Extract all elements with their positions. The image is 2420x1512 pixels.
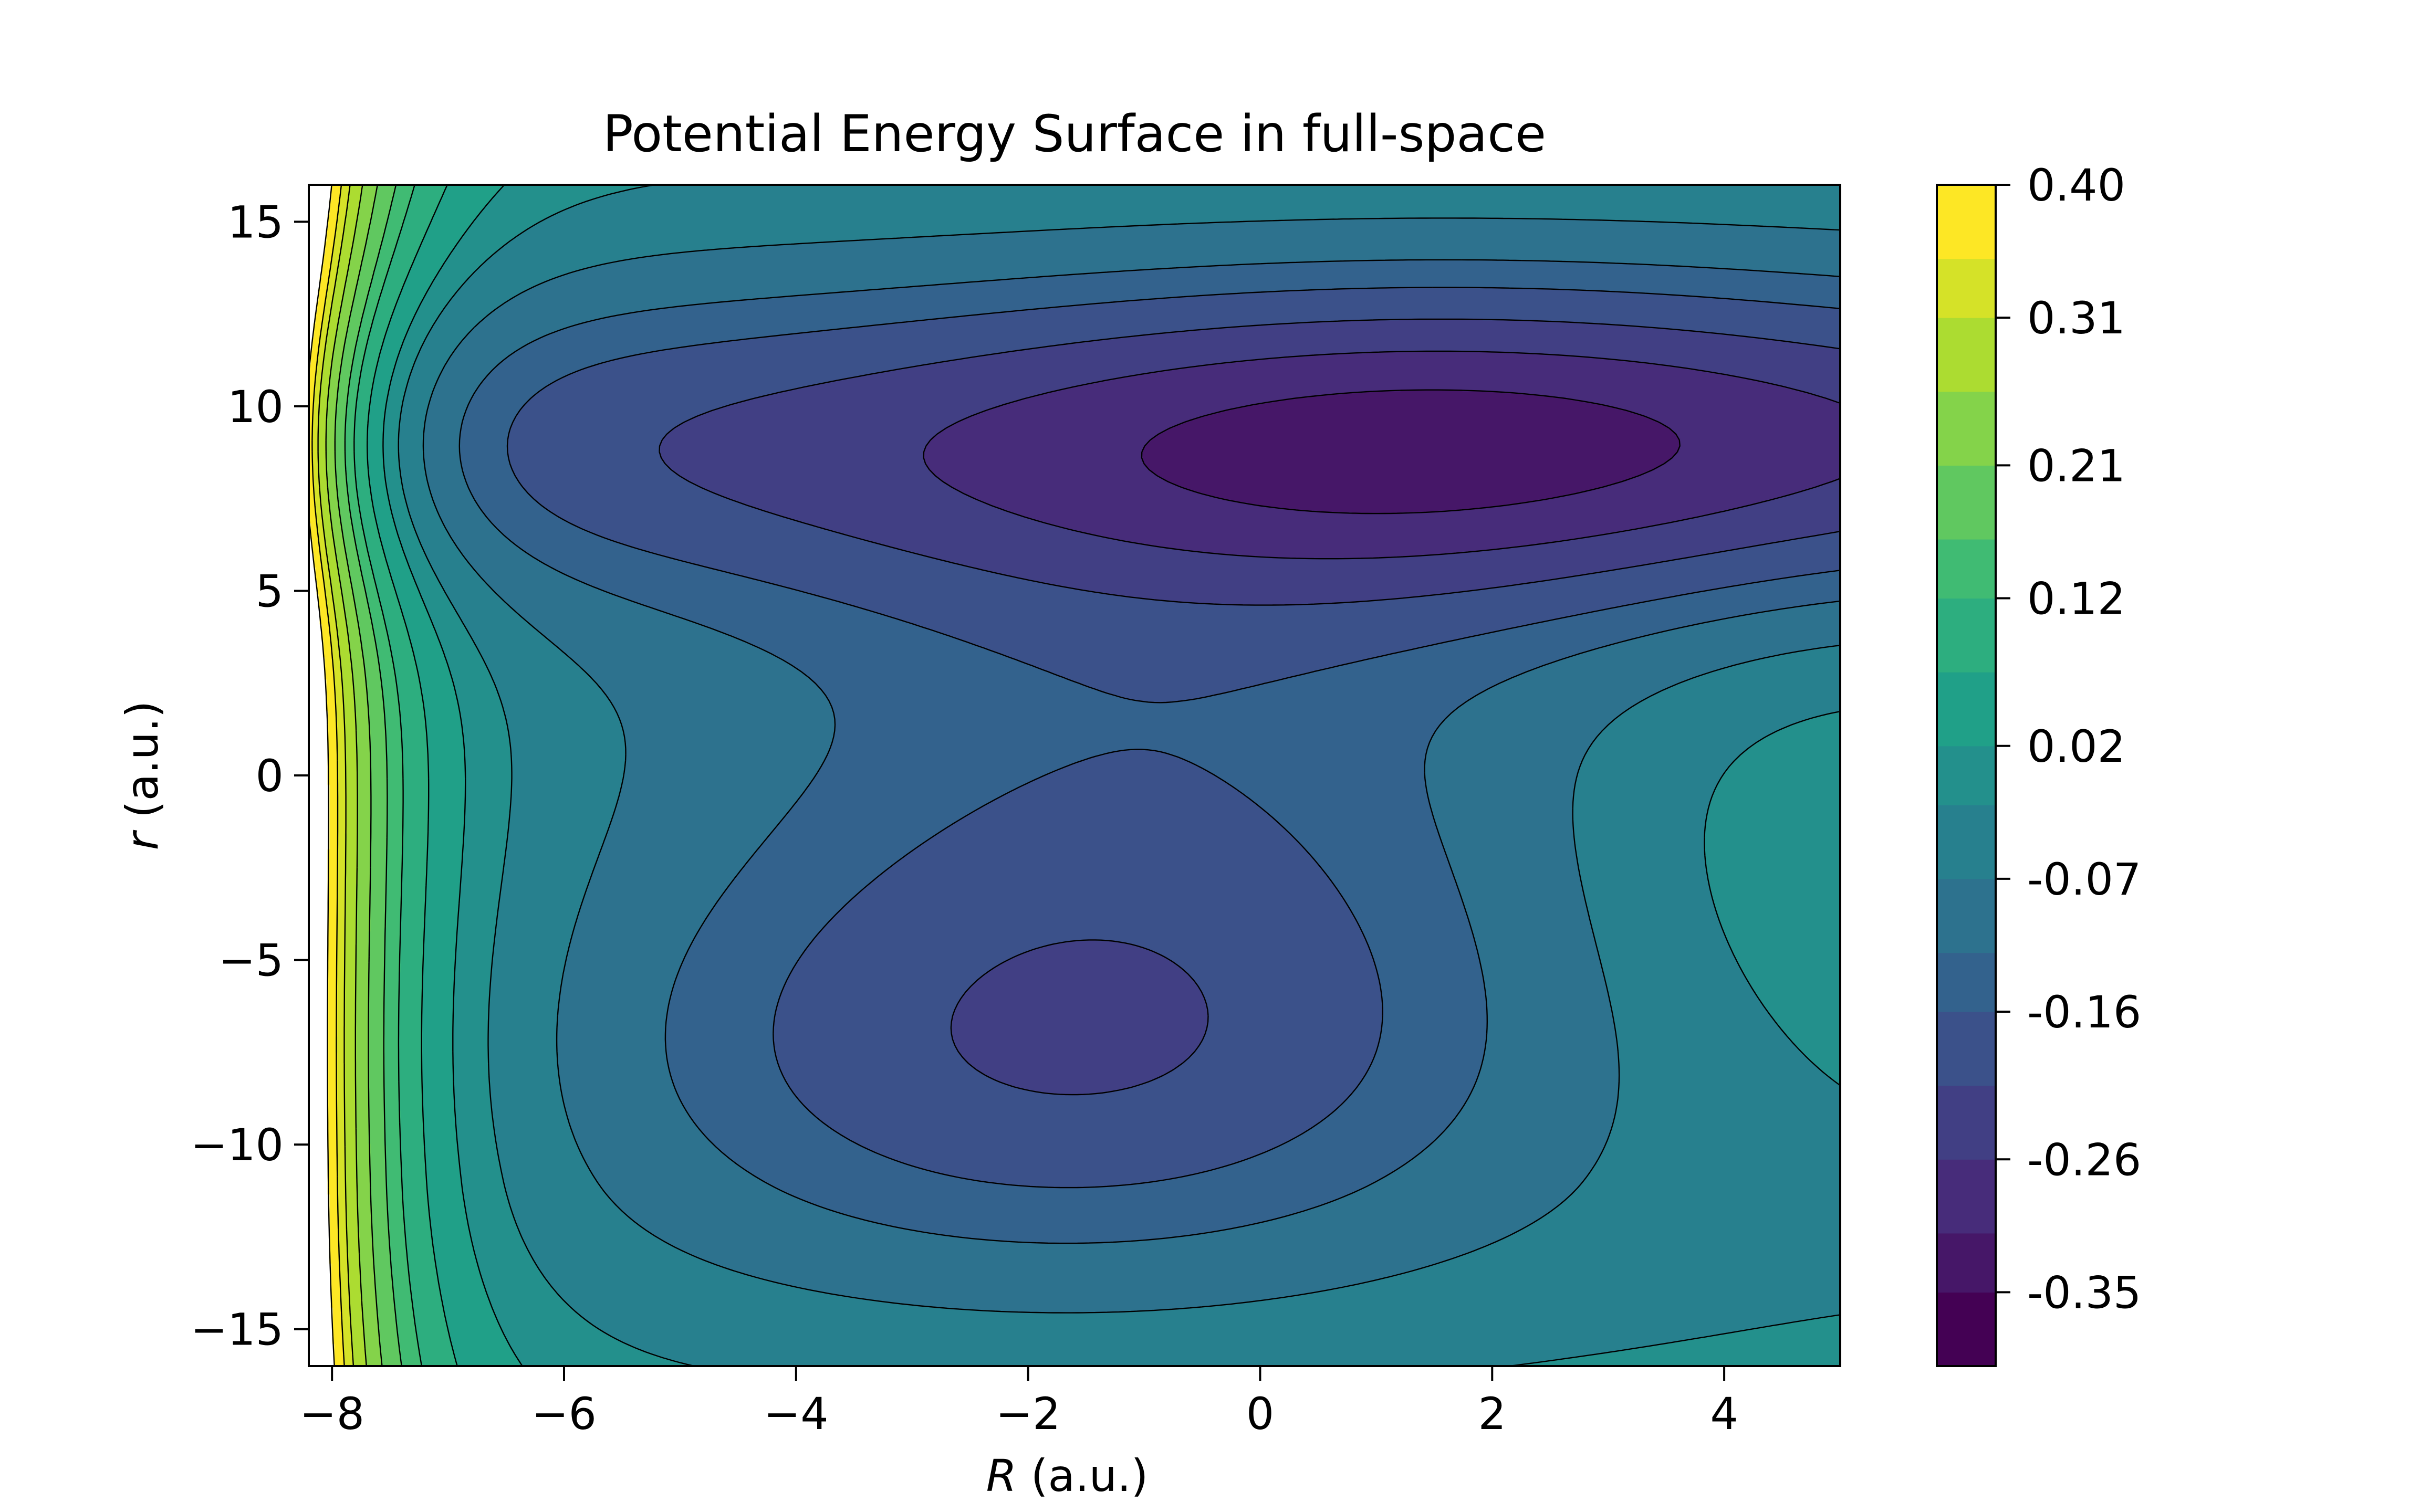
colorbar-tick-label: 0.21 xyxy=(2027,440,2125,491)
x-tick-label: 4 xyxy=(1710,1388,1738,1440)
colorbar-band xyxy=(1937,598,1996,673)
colorbar-band xyxy=(1937,1012,1996,1086)
colorbar-band xyxy=(1937,672,1996,747)
colorbar-frame xyxy=(1936,184,1997,1367)
colorbar-band xyxy=(1937,465,1996,540)
contour-line-10 xyxy=(367,185,458,1366)
x-tick-label: −4 xyxy=(764,1388,829,1440)
contour-line-4 xyxy=(659,318,1840,1096)
contour-plot-area xyxy=(308,184,1841,1367)
y-tick-label: 0 xyxy=(256,750,284,802)
contour-line-14 xyxy=(325,185,367,1366)
contour-line-11 xyxy=(353,185,423,1366)
colorbar-tick-label: 0.40 xyxy=(2027,160,2125,211)
colorbar-tick-label: 0.12 xyxy=(2027,573,2125,625)
colorbar-band xyxy=(1937,952,1996,1012)
contour-line-3 xyxy=(923,350,1840,560)
contour-line-5 xyxy=(506,287,1840,1189)
y-tick-label: −15 xyxy=(191,1304,284,1356)
colorbar-tick-label: 0.02 xyxy=(2027,721,2125,772)
colorbar-band xyxy=(1937,1085,1996,1160)
colorbar-band xyxy=(1937,746,1996,805)
colorbar-band xyxy=(1937,878,1996,953)
colorbar-band xyxy=(1937,258,1996,318)
colorbar: -0.35 -0.26 -0.16 -0.07 0.02 0.12 0.21 0.31 0.40 xyxy=(1936,160,2141,1367)
y-tick-label: −5 xyxy=(218,935,284,986)
contour-line-2 xyxy=(1141,389,1681,514)
contour-line-8 xyxy=(398,185,1840,1366)
colorbar-band xyxy=(1937,185,1996,259)
contour-line-6 xyxy=(458,259,1840,1244)
y-tick-label: 15 xyxy=(227,196,284,248)
colorbar-band xyxy=(1937,1233,1996,1293)
y-axis-label: r (a.u.) xyxy=(117,701,168,850)
contour-line-12 xyxy=(344,185,402,1366)
contour-line-13 xyxy=(334,185,383,1366)
contour-line-15 xyxy=(317,185,354,1366)
x-tick-label: −8 xyxy=(299,1388,364,1440)
contour-line-17 xyxy=(309,185,335,1366)
y-tick-label: 10 xyxy=(227,381,284,433)
x-tick-label: −2 xyxy=(996,1388,1061,1440)
contour-line-9 xyxy=(382,185,523,1366)
contour-line-7 xyxy=(422,217,1840,1314)
x-tick-label: 2 xyxy=(1478,1388,1506,1440)
colorbar-tick-label: -0.07 xyxy=(2027,854,2141,905)
x-tick-label: −6 xyxy=(531,1388,597,1440)
contour-lines xyxy=(309,185,1840,1366)
colorbar-band xyxy=(1937,391,1996,466)
colorbar-band xyxy=(1937,539,1996,599)
y-tick-label: −10 xyxy=(191,1119,284,1171)
colorbar-tick-label: -0.35 xyxy=(2027,1267,2141,1318)
x-tick-label: 0 xyxy=(1246,1388,1274,1440)
colorbar-tick-label: -0.26 xyxy=(2027,1134,2141,1185)
colorbar-band xyxy=(1937,805,1996,879)
contour-fill xyxy=(309,185,1840,1366)
contour-line-16 xyxy=(311,185,345,1366)
chart-title: Potential Energy Surface in full-space xyxy=(603,104,1546,163)
colorbar-band xyxy=(1937,1159,1996,1234)
colorbar-tick-label: -0.16 xyxy=(2027,986,2141,1038)
colorbar-band xyxy=(1937,1292,1996,1367)
colorbar-tick-label: 0.31 xyxy=(2027,292,2125,344)
x-axis-label: R (a.u.) xyxy=(986,1450,1149,1502)
y-tick-label: 5 xyxy=(256,565,284,617)
colorbar-band xyxy=(1937,318,1996,392)
